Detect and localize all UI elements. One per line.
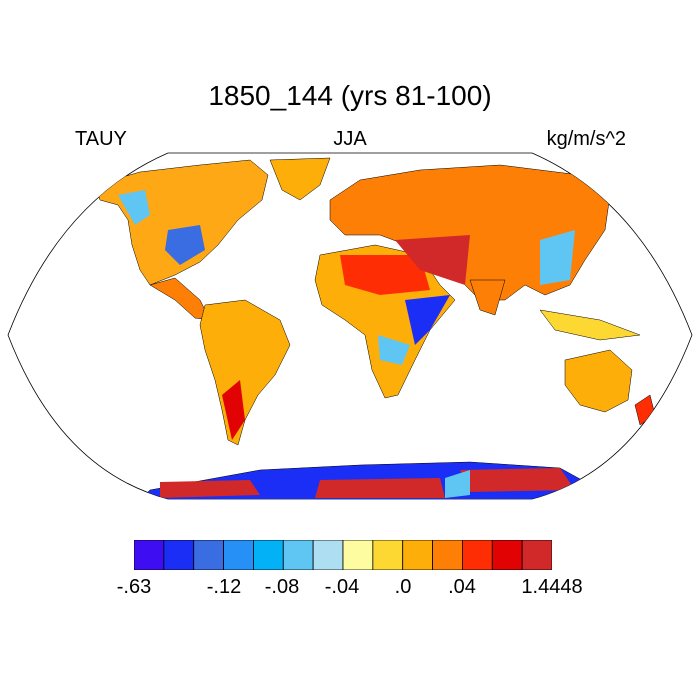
middle-east-hot: [395, 235, 470, 285]
colorbar-swatch: [312, 540, 344, 570]
colorbar-swatch: [491, 540, 523, 570]
colorbar-swatch: [402, 540, 433, 570]
plot-title: 1850_144 (yrs 81-100): [208, 80, 492, 111]
antarctica-hot-1: [160, 480, 260, 498]
colorbar-swatch: [193, 540, 224, 570]
antarctica-hot-2: [315, 478, 445, 498]
colorbar: [134, 540, 552, 570]
colorbar-label: -.04: [324, 576, 360, 598]
greenland: [269, 157, 331, 201]
colorbar-label: -.12: [206, 576, 242, 598]
na-cool-west: [118, 190, 150, 225]
australia: [564, 349, 633, 413]
colorbar-swatch: [223, 540, 254, 570]
colorbar-label: -.08: [264, 576, 300, 598]
colorbar-label: 1.4448: [521, 576, 583, 598]
colorbar-swatch: [432, 540, 463, 570]
colorbar-label: -.63: [116, 576, 152, 598]
asia-cool: [540, 230, 575, 285]
colorbar-label: .04: [448, 576, 476, 598]
variable-label: TAUY: [75, 128, 127, 150]
antarctica-mid: [445, 470, 470, 498]
na-cool-east: [165, 225, 205, 265]
colorbar-swatch: [282, 540, 314, 570]
africa-cool: [405, 295, 450, 345]
colorbar-label: .0: [394, 576, 412, 598]
colorbar-swatch: [521, 540, 552, 570]
sa-hot: [222, 380, 245, 440]
south-america: [199, 299, 291, 446]
colorbar-swatch: [134, 540, 165, 570]
colorbar-swatch: [462, 540, 493, 570]
colorbar-swatch: [342, 540, 374, 570]
india: [469, 279, 506, 316]
colorbar-swatch: [253, 540, 284, 570]
units-label: kg/m/s^2: [546, 128, 626, 150]
antarctica-hot-3: [460, 468, 575, 492]
sahara-hot: [340, 255, 430, 295]
colorbar-swatch: [372, 540, 404, 570]
colorbar-swatch: [163, 540, 195, 570]
africa-south-cool: [378, 335, 410, 365]
season-label: JJA: [333, 128, 367, 150]
indonesia: [539, 309, 641, 341]
